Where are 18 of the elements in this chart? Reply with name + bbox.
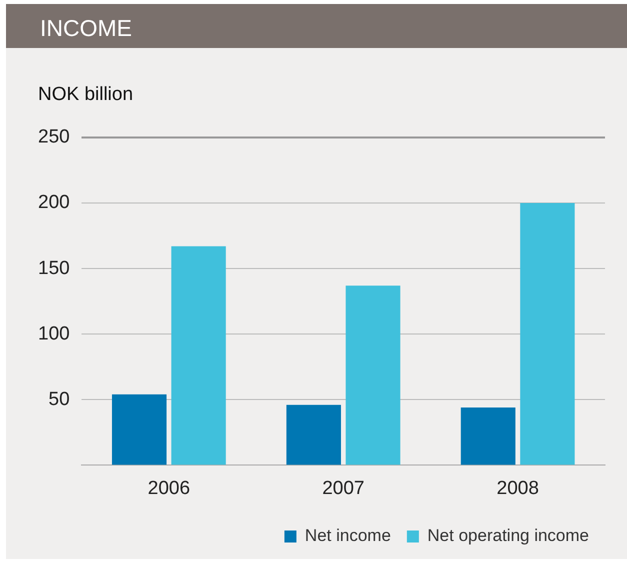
- x-tick-label: 2008: [496, 478, 539, 499]
- bar: [171, 246, 226, 465]
- bar: [286, 404, 341, 465]
- bar: [460, 408, 516, 465]
- bar: [346, 286, 400, 465]
- y-tick-label: 250: [38, 126, 70, 148]
- chart-title: INCOME: [6, 4, 627, 48]
- bar: [112, 394, 167, 465]
- x-tick-label: 2006: [148, 478, 190, 499]
- y-tick-label: 100: [38, 323, 70, 344]
- x-tick-label: 2007: [322, 478, 364, 499]
- y-axis-title: NOK billion: [38, 84, 134, 106]
- legend-label: Net income: [304, 526, 391, 546]
- legend-label: Net operating income: [427, 526, 589, 546]
- y-tick-label: 50: [48, 388, 70, 410]
- y-tick-label: 150: [38, 258, 70, 279]
- bar: [520, 202, 575, 465]
- y-tick-label: 200: [38, 192, 70, 214]
